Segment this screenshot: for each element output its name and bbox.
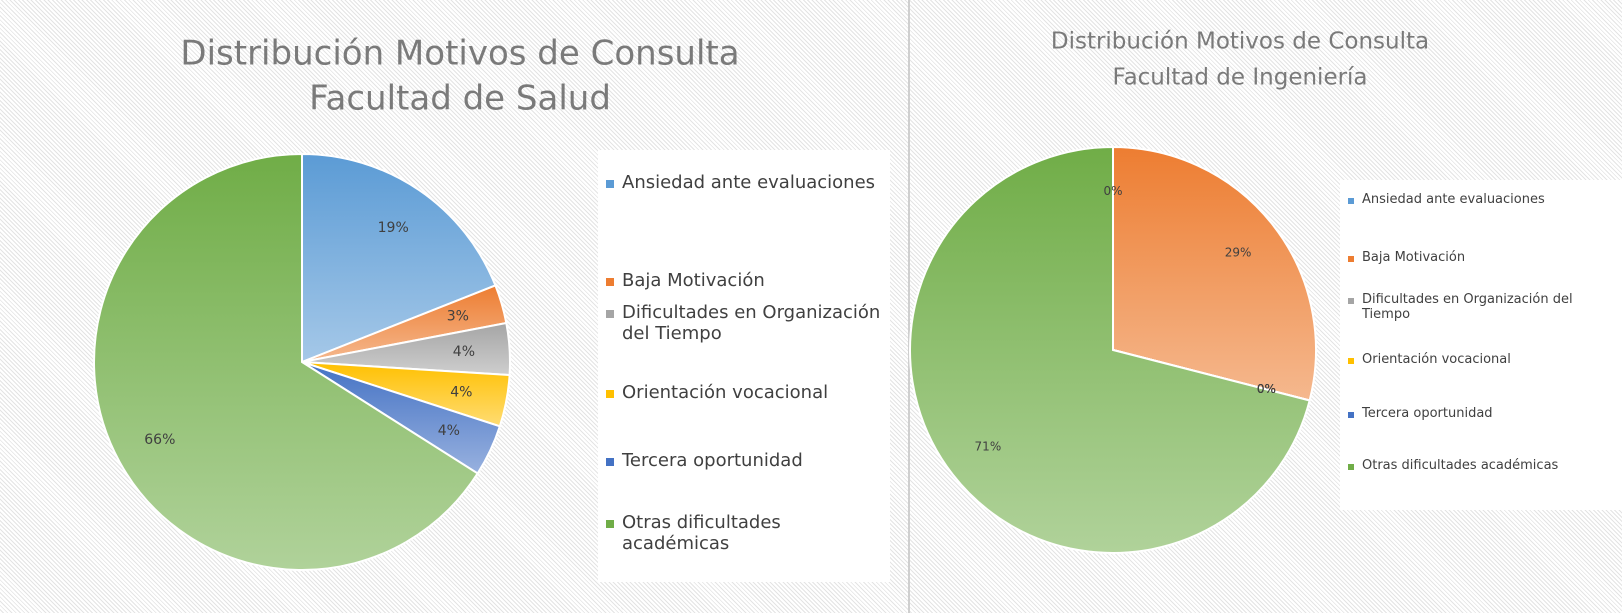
- legend-item: Dificultades en Organización del Tiempo: [1348, 292, 1614, 322]
- legend-swatch: [606, 310, 614, 319]
- legend-swatch: [1348, 197, 1354, 204]
- legend-label: Orientación vocacional: [1362, 352, 1511, 367]
- data-label: 4%: [438, 423, 460, 439]
- legend-swatch: [606, 520, 614, 529]
- legend-item: Ansiedad ante evaluaciones: [606, 172, 882, 193]
- legend-label: Otras dificultades académicas: [1362, 458, 1559, 473]
- legend-item: Baja Motivación: [1348, 250, 1614, 265]
- legend-swatch: [1348, 463, 1354, 470]
- pie-slice: [1112, 145, 1317, 402]
- chart-title: Facultad de Ingeniería: [1112, 65, 1367, 91]
- legend-swatch: [606, 278, 614, 287]
- data-label: 0%: [1257, 382, 1276, 396]
- legend-swatch: [1348, 411, 1354, 418]
- pie-slice: [909, 145, 1311, 554]
- chart-title: Distribución Motivos de Consulta: [1051, 29, 1429, 55]
- legend-item: Tercera oportunidad: [1348, 406, 1614, 421]
- data-label: 71%: [975, 440, 1002, 454]
- legend-item: Baja Motivación: [606, 270, 882, 291]
- chart-title: Facultad de Salud: [309, 79, 611, 119]
- legend-label: Baja Motivación: [1362, 250, 1466, 265]
- legend-label: Baja Motivación: [622, 270, 765, 291]
- legend-label: Dificultades en Organización del Tiempo: [622, 302, 881, 344]
- legend-swatch: [1348, 297, 1354, 304]
- legend-swatch: [1348, 255, 1354, 262]
- legend-label: Otras dificultades académicas: [622, 512, 781, 554]
- legend-swatch: [1348, 357, 1354, 364]
- legend-label: Ansiedad ante evaluaciones: [1362, 192, 1545, 207]
- legend: Ansiedad ante evaluaciones Baja Motivació…: [1340, 180, 1622, 510]
- legend-item: Otras dificultades académicas: [606, 512, 882, 554]
- legend: Ansiedad ante evaluaciones Baja Motivació…: [598, 150, 890, 582]
- data-label: 0%: [1103, 184, 1122, 198]
- legend-label: Tercera oportunidad: [622, 450, 803, 471]
- data-label: 4%: [450, 384, 472, 400]
- legend-swatch: [606, 390, 614, 399]
- legend-label: Tercera oportunidad: [1362, 406, 1493, 421]
- legend-item: Orientación vocacional: [1348, 352, 1614, 367]
- data-label: 0%: [1257, 382, 1276, 396]
- data-label: 29%: [1225, 245, 1252, 259]
- legend-label: Dificultades en Organización del Tiempo: [1362, 292, 1573, 322]
- legend-label: Orientación vocacional: [622, 382, 829, 403]
- legend-swatch: [606, 180, 614, 189]
- legend-item: Otras dificultades académicas: [1348, 458, 1614, 473]
- legend-swatch: [606, 458, 614, 467]
- data-label: 19%: [378, 220, 409, 236]
- legend-item: Orientación vocacional: [606, 382, 882, 403]
- data-label: 3%: [447, 309, 469, 325]
- legend-item: Ansiedad ante evaluaciones: [1348, 192, 1614, 207]
- data-label: 0%: [1257, 382, 1276, 396]
- legend-item: Dificultades en Organización del Tiempo: [606, 302, 882, 344]
- data-label: 4%: [453, 344, 475, 360]
- chart-title: Distribución Motivos de Consulta: [180, 34, 739, 74]
- legend-label: Ansiedad ante evaluaciones: [622, 172, 876, 193]
- legend-item: Tercera oportunidad: [606, 450, 882, 471]
- pie-slice: [93, 152, 480, 571]
- data-label: 66%: [144, 432, 175, 448]
- pie-slice: [301, 152, 497, 364]
